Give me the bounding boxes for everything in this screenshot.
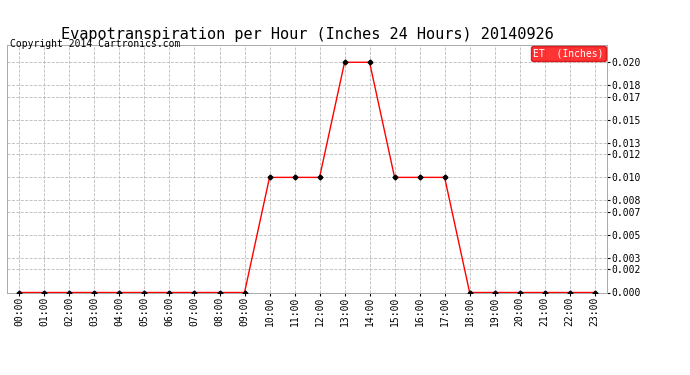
Text: Copyright 2014 Cartronics.com: Copyright 2014 Cartronics.com xyxy=(10,39,181,50)
Title: Evapotranspiration per Hour (Inches 24 Hours) 20140926: Evapotranspiration per Hour (Inches 24 H… xyxy=(61,27,553,42)
Legend: ET  (Inches): ET (Inches) xyxy=(531,46,607,61)
